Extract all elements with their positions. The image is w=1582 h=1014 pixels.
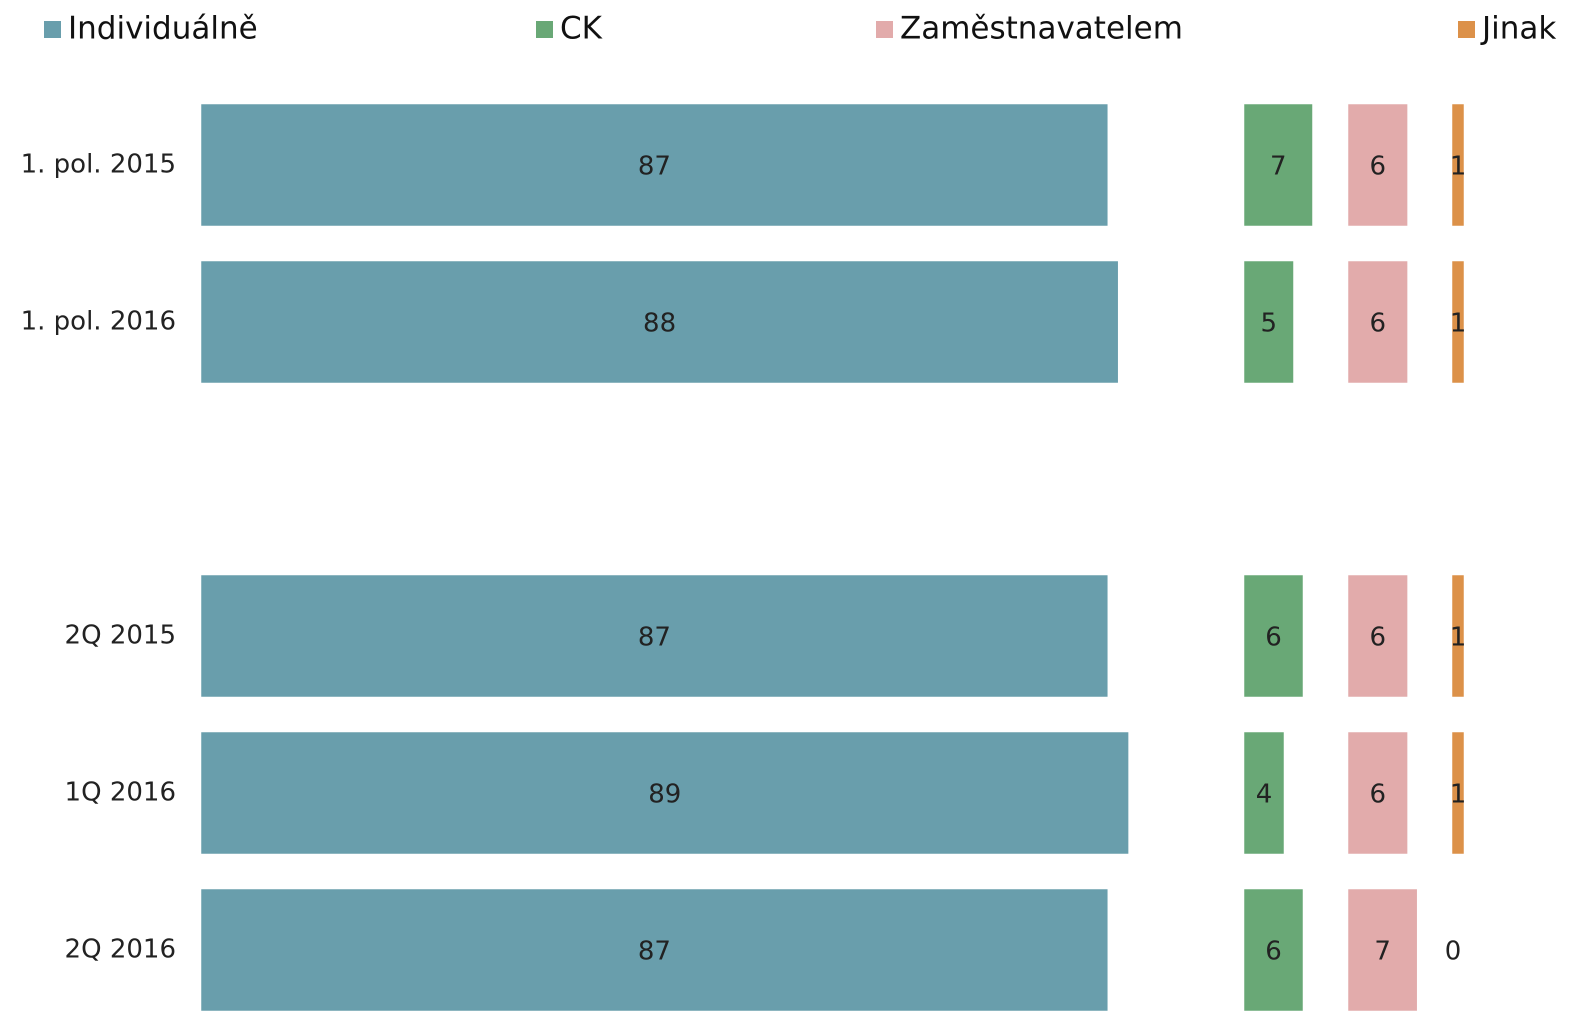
category-label: 1. pol. 2015 [21,150,176,180]
bar [1348,732,1408,854]
legend-swatch [1458,21,1475,38]
bar-value-label: 1 [1450,152,1467,182]
bar [1452,575,1464,697]
bar-value-label: 6 [1265,623,1282,653]
bar [1452,261,1464,383]
category-label: 1. pol. 2016 [21,307,176,337]
bar-value-label: 87 [638,152,671,182]
bar [1452,104,1464,226]
bar-value-label: 1 [1450,780,1467,810]
bar [1244,104,1313,226]
bar [1348,261,1408,383]
bar-value-label: 87 [638,623,671,653]
bar [201,732,1129,854]
bar-value-label: 0 [1445,937,1462,967]
bar-value-label: 6 [1370,623,1387,653]
bar [201,104,1108,226]
bar [201,889,1108,1011]
legend-swatch [876,21,893,38]
bar [1452,732,1464,854]
bar [1348,889,1417,1011]
bar-value-label: 88 [643,309,676,339]
category-label: 1Q 2016 [65,778,176,808]
bar-value-label: 7 [1270,152,1287,182]
bar-value-label: 87 [638,937,671,967]
bar [1244,889,1303,1011]
bar [1244,575,1303,697]
bar-value-label: 1 [1450,309,1467,339]
legend-label: Zaměstnavatelem [900,11,1183,47]
legend-label: CK [560,11,603,47]
bar [1348,575,1408,697]
bar [1244,732,1284,854]
bar-value-label: 1 [1450,623,1467,653]
legend-swatch [536,21,553,38]
bar-value-label: 6 [1370,780,1387,810]
category-label: 2Q 2015 [65,621,176,651]
bar [1244,261,1294,383]
bar [201,575,1108,697]
legend-label: Individuálně [68,11,258,47]
bar [1348,104,1408,226]
bar-value-label: 6 [1370,309,1387,339]
category-label: 2Q 2016 [65,935,176,965]
bar-value-label: 4 [1256,780,1273,810]
bar-value-label: 89 [648,780,681,810]
bar-value-label: 5 [1260,309,1277,339]
legend-swatch [44,21,61,38]
bar-value-label: 7 [1374,937,1391,967]
bar-value-label: 6 [1265,937,1282,967]
bar-value-label: 6 [1370,152,1387,182]
bar [201,261,1118,383]
legend-label: Jinak [1480,11,1556,47]
